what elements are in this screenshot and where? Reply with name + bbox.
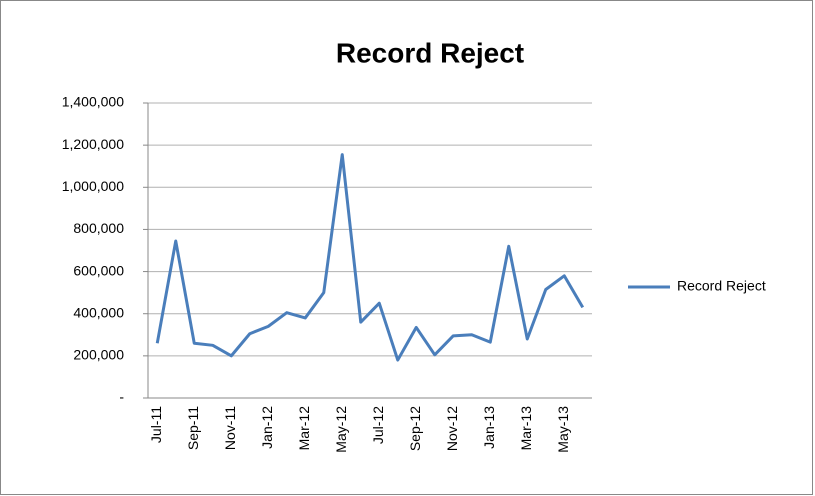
chart-title: Record Reject	[336, 37, 524, 68]
x-tick-label: Jan-12	[259, 406, 275, 449]
x-tick-label: Nov-12	[444, 406, 460, 451]
line-series	[155, 153, 585, 362]
x-tick-label: Mar-12	[296, 406, 312, 451]
y-tick-label: -	[119, 389, 124, 405]
x-tick-label: Jul-12	[370, 406, 386, 444]
y-tick-label: 800,000	[73, 220, 124, 236]
y-tick-label: 1,400,000	[62, 94, 124, 110]
x-tick-label: May-13	[555, 406, 571, 453]
y-tick-label: 600,000	[73, 262, 124, 278]
x-tick-label: Jan-13	[481, 406, 497, 449]
y-tick-label: 400,000	[73, 304, 124, 320]
legend-label: Record Reject	[677, 278, 766, 294]
y-tick-label: 1,000,000	[62, 178, 124, 194]
x-tick-label: Sep-11	[185, 406, 201, 450]
y-tick-label: 1,200,000	[62, 136, 124, 152]
x-tick-label: May-12	[333, 406, 349, 453]
x-tick-label: Mar-13	[518, 406, 534, 451]
x-tick-label: Nov-11	[222, 406, 238, 450]
x-tick-label: Sep-12	[407, 406, 423, 451]
x-tick-label: Jul-11	[148, 406, 164, 443]
y-tick-label: 200,000	[73, 347, 124, 363]
